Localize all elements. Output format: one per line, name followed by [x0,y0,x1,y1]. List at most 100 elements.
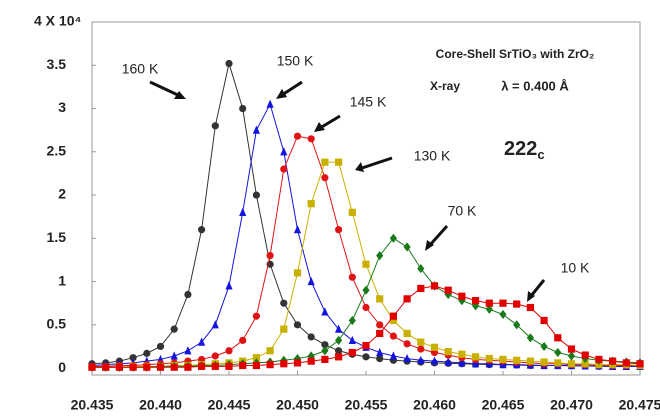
marker [499,355,507,364]
marker [252,312,260,320]
arrows [149,80,546,302]
marker [376,295,384,303]
marker [513,356,521,364]
marker [307,276,315,286]
marker [540,341,548,352]
y-tick-label: 2.5 [47,142,67,158]
marker [335,353,343,361]
y-tick-label: 1.5 [47,229,67,245]
marker [225,362,233,370]
marker [266,361,274,369]
marker [567,345,576,353]
marker [143,349,151,357]
marker [485,354,493,363]
peak-label-sub: c [537,147,544,162]
marker [609,357,617,365]
series-label: 10 K [561,260,590,276]
x-tick-label: 20.460 [413,397,456,413]
marker [444,357,452,366]
marker [348,273,356,281]
marker [362,260,370,268]
marker [211,122,219,130]
marker [526,303,534,312]
marker [321,355,329,364]
marker [472,353,480,361]
marker [184,363,192,371]
marker [335,324,343,333]
marker [266,99,274,108]
x-tick-label: 20.475 [619,397,660,413]
marker [321,158,329,166]
marker [458,350,466,358]
marker [362,341,370,350]
marker [321,341,329,349]
x-tick-label: 20.450 [276,397,319,413]
marker [581,360,589,368]
marker [252,354,260,362]
marker [417,345,425,353]
y-tick-label: 0 [58,359,66,375]
marker [280,165,288,173]
marker [376,347,384,357]
marker [252,361,260,370]
x-tick-label: 20.445 [208,397,251,413]
marker [472,359,480,368]
marker [225,347,233,355]
marker [567,360,576,368]
marker [389,351,397,360]
y-tick-label: 1 [58,272,66,288]
marker [170,351,178,360]
marker [540,358,548,366]
annotation: X-ray [430,79,460,93]
y-tick-label: 2 [58,186,66,202]
peak-label-main: 222 [504,138,537,160]
marker [348,335,356,344]
marker [403,329,411,338]
y-tick-label: 0.5 [47,316,67,332]
x-tick-label: 20.435 [71,397,114,413]
marker [156,363,165,371]
marker [211,320,219,329]
x-tick-label: 20.455 [345,397,388,413]
marker [444,348,452,356]
marker [335,158,343,166]
marker [184,290,192,299]
marker [348,208,356,216]
marker [417,284,425,293]
marker [376,329,384,338]
marker [293,225,302,234]
marker [430,356,439,365]
marker [225,59,233,68]
marker [239,361,247,370]
marker [211,352,219,360]
marker [430,282,439,290]
marker [472,296,480,305]
marker [554,347,562,358]
x-tick-label: 20.470 [550,397,593,413]
marker [348,315,356,326]
marker [444,289,452,300]
marker [129,363,137,371]
plot-frame [91,21,641,376]
marker [513,300,521,308]
marker [567,351,576,361]
marker [581,351,589,359]
marker [636,360,644,368]
annotation: Core-Shell SrTiO₃ with ZrO₂ [436,47,595,61]
series-label: 150 K [277,53,314,69]
marker [458,295,466,306]
marker [622,359,630,367]
marker [472,301,480,311]
marker [293,132,302,140]
marker [239,207,247,216]
marker [403,242,411,252]
annotation: λ = 0.400 Å [501,78,569,93]
marker [376,321,384,329]
marker [115,363,123,371]
marker [280,299,288,307]
marker [335,226,343,234]
marker [430,343,439,351]
marker [362,353,370,361]
marker [321,307,329,316]
marker [198,337,206,346]
